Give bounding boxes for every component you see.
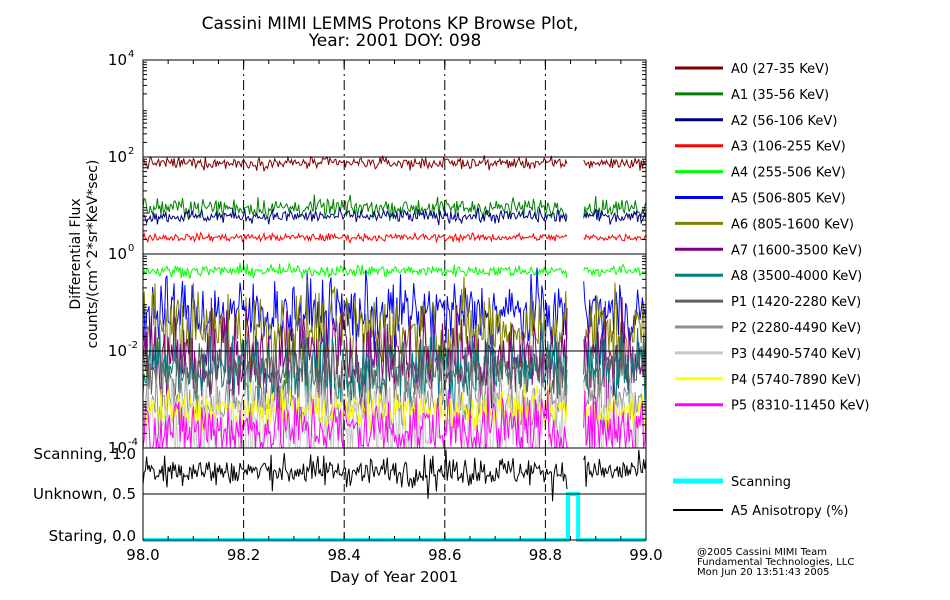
y-tick-exponent: 4: [128, 49, 134, 60]
legend-entry-label: P3 (4490-5740 KeV): [731, 347, 861, 362]
sub-y-tick-label: Scanning, 1.0: [33, 445, 136, 463]
chart-title-line2: Year: 2001 DOY: 098: [308, 31, 482, 51]
y-tick-label: 10: [108, 342, 127, 360]
legend-entry-label: A2 (56-106 KeV): [731, 114, 837, 129]
scan-legend: Scanning A5 Anisotropy (%): [673, 475, 848, 519]
scan-grid: [143, 448, 646, 540]
flux-grid: [143, 60, 646, 448]
y-axis-label-line2: counts/(cm^2*sr*KeV*sec): [85, 160, 101, 349]
series-line-a2-after-gap: [583, 208, 647, 225]
legend-entry-label: P2 (2280-4490 KeV): [731, 321, 861, 336]
credit-line: Mon Jun 20 13:51:43 2005: [697, 567, 830, 578]
series-line-p1-after-gap: [583, 342, 647, 399]
credit-line: @2005 Cassini MIMI Team: [697, 547, 827, 558]
y-tick-exponent: 0: [128, 243, 134, 254]
series-line-a8-after-gap: [583, 327, 647, 406]
legend-entry-label: P4 (5740-7890 KeV): [731, 373, 861, 388]
series-line-a1: [142, 194, 568, 222]
series-line-a3: [142, 231, 568, 244]
legend-entry-label: A5 (506-805 KeV): [731, 192, 846, 207]
x-ticks: 98.0 98.2 98.4 98.6 98.8 99.0: [126, 60, 663, 564]
series-line-a4-after-gap: [583, 263, 647, 278]
legend-entry-label: A8 (3500-4000 KeV): [731, 269, 862, 284]
legend-entry-label: A7 (1600-3500 KeV): [731, 243, 862, 258]
scan-y-ticks: Scanning, 1.0 Unknown, 0.5 Staring, 0.0: [33, 445, 151, 545]
y-tick-exponent: -4: [128, 437, 138, 448]
y-tick-label: 10: [108, 148, 127, 166]
flux-series-group: [142, 155, 647, 450]
chart-title-line1: Cassini MIMI LEMMS Protons KP Browse Plo…: [202, 14, 579, 34]
y-tick-label: 10: [108, 245, 127, 263]
series-line-p3: [142, 364, 568, 450]
series-line-a6-after-gap: [583, 282, 647, 383]
x-tick-label: 98.4: [327, 546, 360, 564]
x-tick-label: 98.0: [126, 546, 159, 564]
y-tick-exponent: 2: [128, 146, 134, 157]
anisotropy-line-after-gap: [583, 449, 647, 487]
sub-y-tick-label: Unknown, 0.5: [33, 485, 136, 503]
legend-entry-label: A0 (27-35 KeV): [731, 62, 829, 77]
legend-entry-label: A4 (255-506 KeV): [731, 166, 846, 181]
series-line-a0: [142, 155, 568, 172]
y-axis-label-line1: Differential Flux: [68, 198, 84, 309]
sub-y-tick-label: Staring, 0.0: [49, 527, 136, 545]
legend-entry-label: Scanning: [731, 475, 791, 490]
x-tick-label: 98.8: [529, 546, 562, 564]
legend-entry-label: A1 (35-56 KeV): [731, 88, 829, 103]
series-line-p2-after-gap: [583, 367, 647, 430]
x-tick-label: 98.6: [428, 546, 461, 564]
legend-entry-label: P5 (8310-11450 KeV): [731, 399, 869, 414]
series-line-p4: [142, 381, 568, 434]
legend-entry-label: A6 (805-1600 KeV): [731, 217, 854, 232]
x-tick-label: 98.2: [227, 546, 260, 564]
anisotropy-line: [142, 449, 568, 502]
y-tick-exponent: -2: [128, 340, 138, 351]
x-axis-label: Day of Year 2001: [330, 568, 458, 586]
x-tick-label: 99.0: [629, 546, 662, 564]
series-line-p5: [142, 386, 568, 450]
y-tick-label: 10: [108, 51, 127, 69]
credit-line: Fundamental Technologies, LLC: [697, 557, 854, 568]
legend-entry-label: P1 (1420-2280 KeV): [731, 295, 861, 310]
series-line-a0-after-gap: [583, 158, 647, 171]
series-line-a3-after-gap: [583, 232, 647, 242]
series-line-a1-after-gap: [583, 195, 647, 219]
scan-panel: Scanning, 1.0 Unknown, 0.5 Staring, 0.0 98…: [33, 60, 663, 586]
legend-entry-label: A3 (106-255 KeV): [731, 140, 846, 155]
series-line-p5-after-gap: [583, 390, 647, 449]
series-line-a2: [142, 206, 568, 226]
scanning-line: [143, 492, 646, 542]
series-line-a4: [142, 261, 568, 280]
legend-entry-label: A5 Anisotropy (%): [731, 504, 848, 519]
y-tick-label: 10: [108, 439, 127, 457]
flux-legend: A0 (27-35 KeV) A1 (35-56 KeV) A2 (56-106 K…: [675, 62, 869, 414]
scan-series-group: [142, 449, 647, 542]
